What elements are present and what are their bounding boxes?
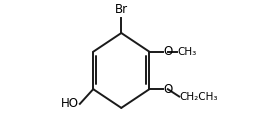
Text: O: O xyxy=(163,83,172,96)
Text: HO: HO xyxy=(61,97,79,110)
Text: CH₃: CH₃ xyxy=(177,47,197,57)
Text: Br: Br xyxy=(115,3,128,16)
Text: CH₂CH₃: CH₂CH₃ xyxy=(180,91,218,102)
Text: O: O xyxy=(163,45,172,58)
